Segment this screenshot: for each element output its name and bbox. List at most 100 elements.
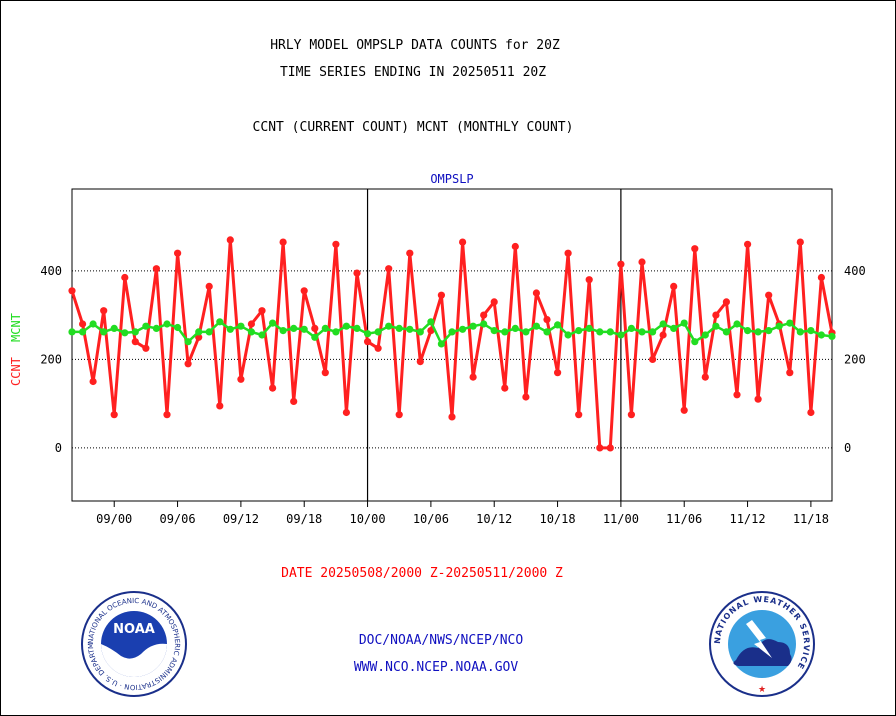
ccnt-data-point [416, 358, 424, 366]
mcnt-data-point [754, 328, 762, 336]
x-tick-label: 09/00 [96, 512, 132, 526]
mcnt-data-point [395, 324, 403, 332]
ccnt-data-point [511, 242, 519, 251]
date-range-label: DATE 20250508/2000 Z-20250511/2000 Z [281, 566, 563, 581]
mcnt-data-point [332, 328, 340, 336]
mcnt-data-point [300, 325, 308, 333]
mcnt-data-point [511, 324, 519, 332]
ccnt-data-point [606, 444, 614, 452]
mcnt-data-point [744, 327, 752, 335]
date-range-text: DATE 20250508/2000 Z-20250511/2000 Z [281, 566, 563, 581]
ccnt-data-point [342, 408, 350, 417]
mcnt-data-point [174, 323, 182, 332]
mcnt-data-point [638, 328, 646, 336]
x-tick-label: 11/06 [666, 512, 702, 526]
mcnt-data-point [522, 328, 530, 336]
ccnt-data-point [100, 307, 108, 315]
mcnt-data-point [427, 318, 435, 326]
mcnt-data-point [364, 330, 372, 338]
ccnt-data-point [269, 384, 277, 392]
mcnt-data-point [437, 340, 445, 348]
ccnt-data-point [300, 287, 308, 295]
ccnt-data-point [216, 402, 224, 410]
x-tick-label: 09/06 [159, 512, 195, 526]
mcnt-data-point [680, 319, 688, 327]
ccnt-data-point [649, 355, 657, 363]
y-tick-label: 0 [55, 441, 62, 455]
ccnt-data-point [290, 397, 298, 405]
mcnt-data-point [163, 320, 171, 328]
mcnt-data-point [627, 324, 636, 332]
x-tick-label: 09/18 [286, 512, 322, 526]
mcnt-data-point [290, 324, 298, 332]
nws-logo: NATIONAL WEATHER SERVICE ★ [709, 591, 815, 697]
ccnt-data-point [364, 338, 372, 346]
mcnt-data-point [828, 332, 836, 340]
mcnt-data-point [501, 328, 509, 336]
ccnt-data-point [459, 238, 467, 246]
y-axis-label-ccnt: CCNT [9, 357, 23, 386]
mcnt-data-point [532, 322, 541, 330]
mcnt-data-point [342, 322, 350, 330]
mcnt-data-point [459, 325, 467, 333]
mcnt-data-point [152, 324, 160, 332]
ccnt-data-point [437, 291, 445, 299]
mcnt-data-point [321, 324, 329, 332]
website-link[interactable]: WWW.NCO.NCEP.NOAA.GOV [353, 660, 519, 675]
ccnt-data-point [490, 298, 498, 306]
ccnt-data-point [332, 240, 340, 248]
mcnt-data-point [353, 324, 361, 332]
ccnt-data-point [311, 324, 319, 332]
y-tick-label: 400 [40, 264, 62, 278]
ccnt-data-point [184, 360, 192, 368]
ccnt-data-point [406, 249, 414, 257]
ccnt-data-point [353, 269, 361, 277]
y-tick-label-right: 400 [844, 264, 866, 278]
ccnt-data-point [722, 298, 731, 306]
mcnt-data-point [733, 320, 741, 328]
y-tick-label: 200 [40, 352, 62, 366]
ccnt-data-point [575, 411, 583, 419]
plot-frame [71, 188, 833, 502]
mcnt-data-point [543, 328, 551, 336]
mcnt-data-point [205, 328, 213, 336]
ccnt-data-point [786, 369, 794, 377]
ccnt-data-point [670, 282, 678, 290]
ccnt-data-point [152, 265, 160, 273]
ccnt-data-point [480, 311, 488, 319]
mcnt-data-point [775, 322, 783, 330]
y-tick-label-right: 0 [844, 441, 851, 455]
ccnt-data-point [564, 249, 572, 257]
mcnt-data-point [142, 322, 150, 330]
ccnt-data-point [163, 411, 171, 419]
ccnt-data-point [121, 273, 129, 282]
y-axis-label-mcnt: MCNT [9, 313, 23, 342]
x-tick-label: 11/00 [603, 512, 639, 526]
ccnt-data-point [427, 327, 435, 335]
mcnt-data-point [606, 328, 614, 336]
ccnt-data-point [532, 289, 541, 297]
mcnt-data-point [237, 322, 245, 330]
mcnt-data-point [469, 322, 477, 330]
x-tick-label: 10/06 [413, 512, 449, 526]
title-line-3: CCNT (CURRENT COUNT) MCNT (MONTHLY COUNT… [252, 120, 574, 135]
mcnt-data-point [121, 329, 129, 337]
star-icon: ★ [758, 685, 766, 695]
ccnt-data-point [680, 406, 688, 414]
mcnt-data-point [68, 328, 76, 336]
ccnt-data-point [627, 411, 636, 419]
mcnt-data-point [216, 318, 224, 326]
x-tick-label: 11/12 [729, 512, 765, 526]
chart-title: OMPSLP [430, 172, 473, 186]
grid-layer [72, 270, 832, 449]
x-tick-label: 10/18 [539, 512, 575, 526]
mcnt-data-point [786, 319, 794, 327]
ccnt-data-point [469, 373, 477, 381]
ccnt-data-point [501, 384, 509, 392]
x-tick-label: 11/18 [793, 512, 829, 526]
mcnt-data-point [406, 325, 414, 333]
mcnt-data-point [712, 322, 720, 330]
ccnt-data-point [554, 369, 562, 377]
ccnt-data-point [79, 320, 87, 328]
